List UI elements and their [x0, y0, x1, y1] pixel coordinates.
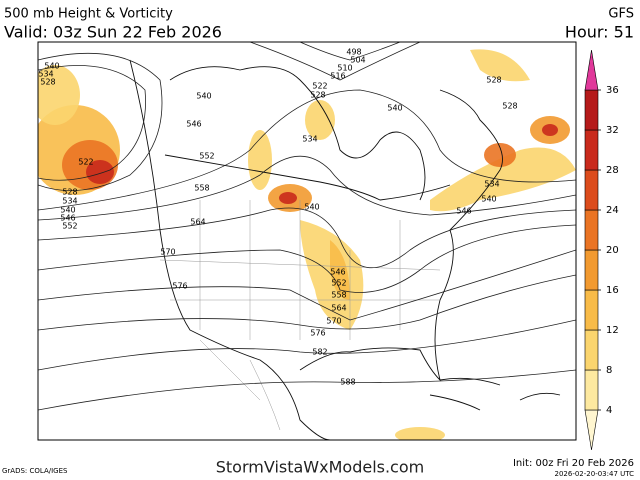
contour-label: 582 — [312, 348, 327, 357]
contour-label: 504 — [350, 56, 365, 65]
colorbar-band — [584, 209, 599, 251]
colorbar-tick-label: 24 — [606, 205, 619, 216]
contour-label: 528 — [40, 78, 55, 87]
contour-label: 522 — [78, 158, 93, 167]
contour-label: 540 — [481, 195, 496, 204]
credit: GrADS: COLA/IGES — [2, 467, 68, 475]
colorbar-tick-label: 32 — [606, 125, 619, 136]
contour-label: 540 — [387, 104, 402, 113]
contour-label: 546 — [186, 120, 201, 129]
contour-label: 528 — [62, 188, 77, 197]
contour-label: 558 — [331, 291, 346, 300]
contour-label: 558 — [194, 184, 209, 193]
contour-label: 510 — [337, 64, 352, 73]
contour-label: 540 — [60, 206, 75, 215]
contour-label: 540 — [196, 92, 211, 101]
colorbar-tick-label: 16 — [606, 285, 619, 296]
colorbar-band — [584, 329, 599, 371]
colorbar-band — [584, 89, 599, 131]
contour-label: 552 — [199, 152, 214, 161]
colorbar-band — [584, 369, 599, 411]
contour-label: 576 — [310, 329, 325, 338]
site: StormVistaWxModels.com — [216, 458, 424, 477]
contour-label: 534 — [38, 70, 53, 79]
contour-label: 570 — [326, 317, 341, 326]
timestamp: 2026-02-20-03:47 UTC — [555, 470, 635, 478]
contour-label: 564 — [190, 218, 205, 227]
contour-label: 498 — [346, 48, 361, 57]
contour-label: 534 — [302, 135, 317, 144]
contour-label: 528 — [502, 102, 517, 111]
colorbar-band — [584, 289, 599, 331]
contour-label: 576 — [172, 282, 187, 291]
contour-label: 528 — [310, 91, 325, 100]
colorbar-band — [584, 169, 599, 211]
colorbar-tick-label: 12 — [606, 325, 619, 336]
contour-label: 588 — [340, 378, 355, 387]
contour-label: 534 — [62, 197, 77, 206]
contour-label: 552 — [62, 222, 77, 231]
colorbar-tick-label: 20 — [606, 245, 619, 256]
title: 500 mb Height & Vorticity — [4, 7, 173, 22]
contour-label: 522 — [312, 82, 327, 91]
contour-label: 564 — [331, 304, 346, 313]
colorbar-tick-label: 36 — [606, 85, 619, 96]
contour-label: 516 — [330, 72, 345, 81]
contour-labels: 540 534 528 522 528 534 540 546 552 540 … — [38, 48, 517, 387]
valid-time: Valid: 03z Sun 22 Feb 2026 — [4, 23, 222, 42]
contour-label: 534 — [484, 180, 499, 189]
contour-label: 570 — [160, 248, 175, 257]
init-time: Init: 00z Fri 20 Feb 2026 — [513, 458, 634, 469]
model: GFS — [608, 7, 634, 22]
colorbar-tick-label: 8 — [606, 365, 612, 376]
contour-label: 540 — [44, 62, 59, 71]
colorbar-band — [584, 129, 599, 171]
contour-label: 546 — [60, 214, 75, 223]
colorbar-tick-label: 28 — [606, 165, 619, 176]
contour-label: 546 — [456, 207, 471, 216]
colorbar: 4 8 12 16 20 24 28 32 36 — [584, 49, 619, 451]
contour-label: 546 — [330, 268, 345, 277]
vorticity-shading — [38, 49, 576, 440]
political-borders — [159, 154, 451, 431]
height-contours — [38, 42, 576, 411]
forecast-hour: Hour: 51 — [565, 23, 634, 42]
contour-label: 540 — [304, 203, 319, 212]
colorbar-band — [584, 249, 599, 291]
contour-label: 552 — [331, 279, 346, 288]
colorbar-tick-label: 4 — [606, 405, 612, 416]
map-frame — [37, 41, 577, 441]
map: 540 534 528 522 528 534 540 546 552 540 … — [37, 41, 577, 441]
colorbar-high-triangle — [584, 49, 599, 91]
contour-label: 528 — [486, 76, 501, 85]
